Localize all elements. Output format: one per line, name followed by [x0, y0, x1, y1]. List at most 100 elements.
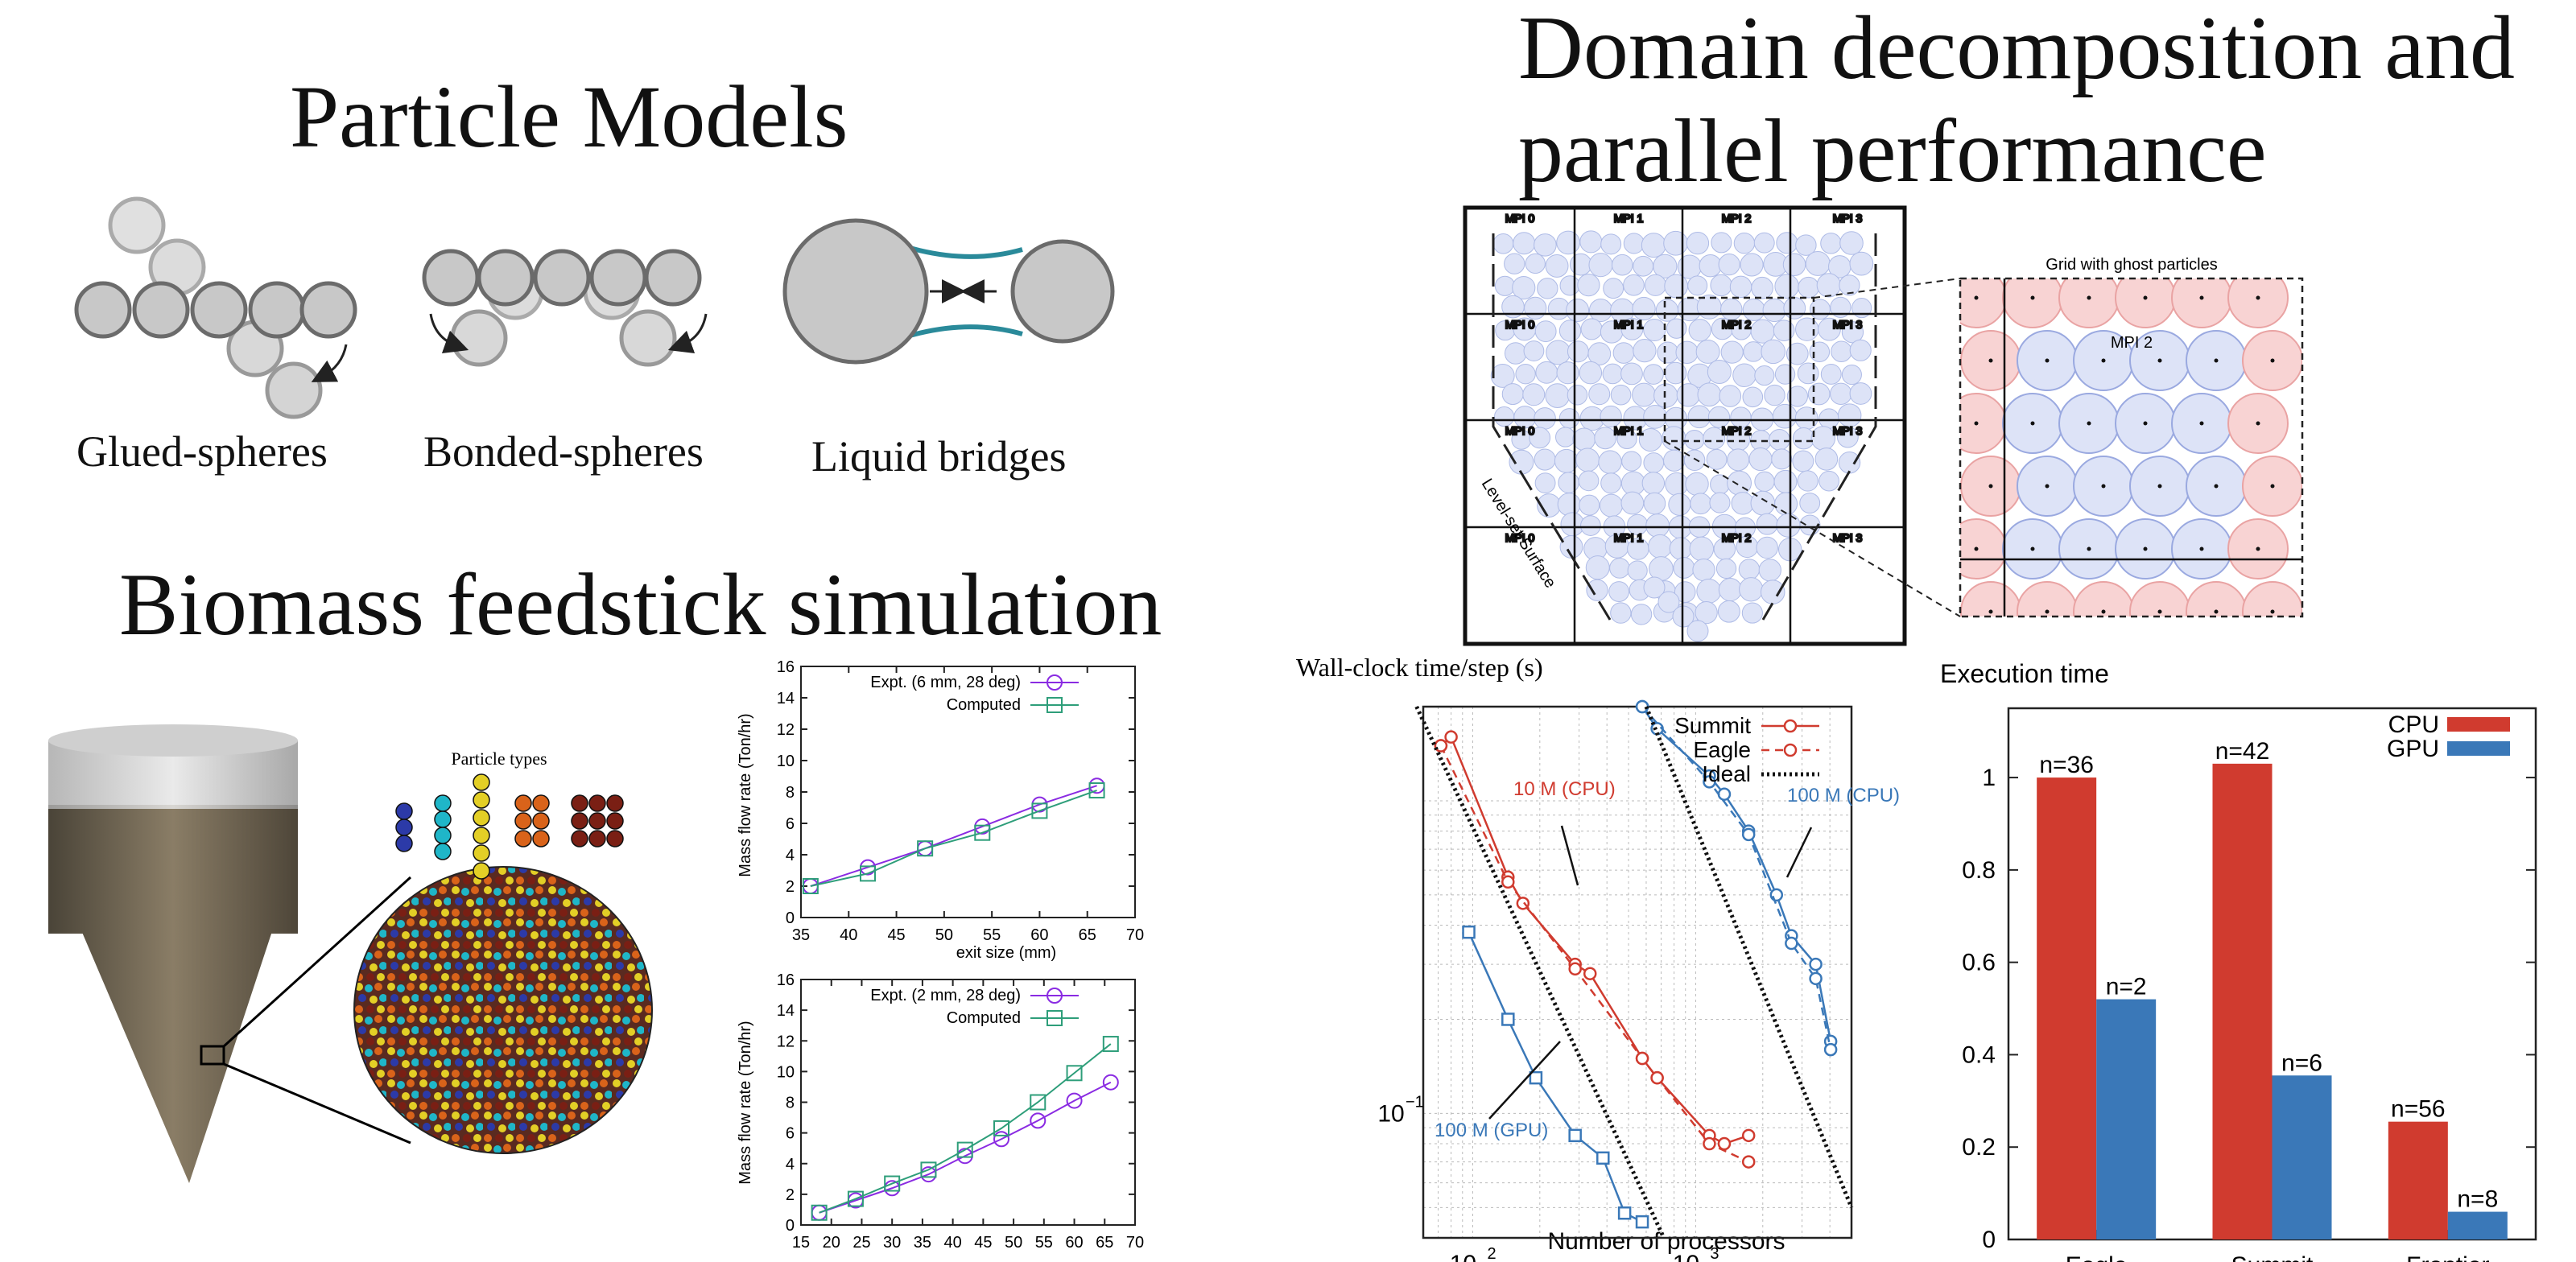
particle — [1620, 317, 1644, 340]
particle — [1492, 233, 1514, 254]
particle — [1668, 493, 1691, 516]
particle — [1534, 320, 1557, 343]
particle — [1523, 340, 1545, 361]
particle — [1750, 319, 1775, 344]
particle — [1743, 341, 1764, 362]
mpi-rank-label: MPI 2 — [1722, 212, 1752, 225]
particle — [1816, 273, 1841, 298]
x-tick-label: 55 — [983, 926, 1001, 944]
particle — [1504, 342, 1527, 365]
particle — [1648, 534, 1673, 559]
particle — [1602, 363, 1624, 385]
particle — [1641, 472, 1666, 495]
x-tick-label: 10 — [1673, 1251, 1699, 1262]
y-tick-label: 0.6 — [1962, 950, 1996, 976]
mpi-rank-label: MPI 3 — [1833, 212, 1863, 225]
x-tick-label: 65 — [1079, 926, 1096, 944]
particle — [1795, 317, 1819, 341]
particle — [1537, 278, 1558, 299]
particle — [1839, 274, 1860, 296]
particle — [1838, 452, 1861, 474]
data-point — [1568, 1128, 1582, 1143]
flow-rate-chart-2mm: Mass flow rate (Ton/hr) 0 2 4 6 8 10 12 14 16 15 2… — [737, 971, 1144, 1252]
bar-count-label: n=42 — [2215, 738, 2270, 765]
data-point — [1031, 802, 1048, 819]
data-point — [1102, 1036, 1119, 1053]
particle — [1585, 555, 1610, 580]
particle — [1525, 253, 1546, 274]
data-point — [1635, 1215, 1649, 1229]
x-tick-label: 45 — [974, 1234, 992, 1252]
particle — [1773, 469, 1798, 493]
particle — [1578, 470, 1600, 492]
bar-gpu — [2272, 1075, 2332, 1239]
particle-models-title: Particle Models — [290, 68, 848, 166]
particle — [1579, 494, 1600, 516]
mpi-rank-label: MPI 3 — [1833, 318, 1863, 331]
particle — [1653, 383, 1678, 408]
particle — [1830, 382, 1852, 406]
particle — [1727, 470, 1752, 496]
particle — [1569, 253, 1592, 276]
x-tick-label: 25 — [852, 1234, 870, 1252]
particle — [1742, 386, 1764, 408]
particle — [1836, 426, 1859, 448]
flow2-legend-computed: Computed — [947, 1009, 1021, 1027]
particle — [1683, 449, 1706, 472]
legend-swatch — [2447, 741, 2510, 756]
particle — [1598, 450, 1622, 474]
particle — [1600, 405, 1622, 428]
particle — [1748, 447, 1773, 472]
liquid-bridge-icon — [782, 218, 1115, 365]
particle — [1774, 274, 1799, 299]
particle — [1643, 364, 1664, 385]
bar-cpu — [2212, 763, 2273, 1239]
particle — [1709, 492, 1731, 513]
data-point — [974, 824, 991, 841]
mpi-rank-label: MPI 0 — [1505, 318, 1535, 331]
particle — [1610, 384, 1632, 406]
x-tick-label: 20 — [823, 1234, 840, 1252]
data-point — [993, 1131, 1009, 1148]
caption-glued-spheres: Glued-spheres — [76, 427, 328, 476]
y-tick-label: 14 — [777, 1002, 795, 1020]
particle — [1720, 298, 1743, 320]
series-line-0 — [819, 1081, 1112, 1214]
particle — [1729, 275, 1752, 299]
bar-count-label: n=2 — [2106, 974, 2147, 1000]
legend-label: Eagle — [1693, 737, 1751, 762]
particle — [1687, 405, 1711, 429]
particle — [1852, 298, 1872, 319]
particle — [1559, 275, 1580, 296]
x-tick-label: 70 — [1126, 1234, 1144, 1252]
particle — [1818, 470, 1839, 492]
particle — [1782, 253, 1806, 277]
particle — [1663, 230, 1688, 256]
y-tick-label: 6 — [786, 815, 795, 833]
particle — [1643, 492, 1666, 515]
particle — [1494, 275, 1516, 296]
particle — [1849, 251, 1874, 276]
y-tick-label: 8 — [786, 1095, 795, 1112]
legend-swatch — [2447, 717, 2510, 732]
series-line-6 — [1468, 931, 1643, 1223]
data-point — [1635, 699, 1649, 714]
mpi-rank-label: MPI 1 — [1614, 531, 1644, 544]
data-point — [1596, 1151, 1610, 1165]
legend-label: Ideal — [1702, 761, 1751, 786]
particle — [1718, 577, 1743, 602]
data-point — [811, 1204, 828, 1221]
particle — [1664, 274, 1689, 299]
legend-label: GPU — [2387, 736, 2439, 762]
particle — [1600, 472, 1622, 494]
particle — [1501, 383, 1524, 406]
y-tick-label: 4 — [786, 1156, 795, 1173]
data-point — [1568, 962, 1582, 976]
annotation-100m-cpu: 100 M (CPU) — [1787, 785, 1900, 806]
y-tick-label: 2 — [786, 878, 795, 896]
particle — [1588, 253, 1613, 278]
particle — [1839, 231, 1864, 255]
data-point — [802, 878, 819, 894]
particle — [1587, 342, 1612, 365]
x-tick-label: 35 — [792, 926, 810, 944]
